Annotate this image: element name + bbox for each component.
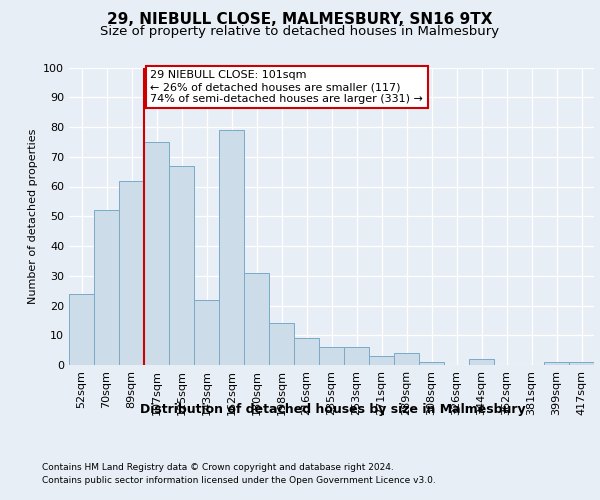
Text: Size of property relative to detached houses in Malmesbury: Size of property relative to detached ho…	[100, 25, 500, 38]
Bar	[294, 338, 319, 365]
Bar	[194, 300, 219, 365]
Bar	[369, 356, 394, 365]
Bar	[69, 294, 94, 365]
Text: Contains HM Land Registry data © Crown copyright and database right 2024.: Contains HM Land Registry data © Crown c…	[42, 462, 394, 471]
Bar	[469, 359, 494, 365]
Text: 29, NIEBULL CLOSE, MALMESBURY, SN16 9TX: 29, NIEBULL CLOSE, MALMESBURY, SN16 9TX	[107, 12, 493, 28]
Bar	[269, 324, 294, 365]
Y-axis label: Number of detached properties: Number of detached properties	[28, 128, 38, 304]
Bar	[144, 142, 169, 365]
Bar	[94, 210, 119, 365]
Bar	[419, 362, 444, 365]
Bar	[119, 180, 144, 365]
Bar	[569, 362, 594, 365]
Bar	[319, 347, 344, 365]
Bar	[344, 347, 369, 365]
Bar	[219, 130, 244, 365]
Bar	[169, 166, 194, 365]
Text: Distribution of detached houses by size in Malmesbury: Distribution of detached houses by size …	[140, 402, 526, 415]
Bar	[244, 273, 269, 365]
Text: 29 NIEBULL CLOSE: 101sqm
← 26% of detached houses are smaller (117)
74% of semi-: 29 NIEBULL CLOSE: 101sqm ← 26% of detach…	[150, 70, 423, 104]
Text: Contains public sector information licensed under the Open Government Licence v3: Contains public sector information licen…	[42, 476, 436, 485]
Bar	[394, 353, 419, 365]
Bar	[544, 362, 569, 365]
